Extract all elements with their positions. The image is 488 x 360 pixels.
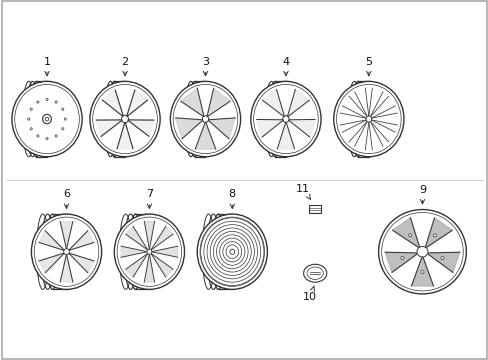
Ellipse shape — [432, 234, 435, 237]
Ellipse shape — [416, 247, 427, 257]
Ellipse shape — [42, 114, 51, 124]
Ellipse shape — [282, 116, 288, 122]
Ellipse shape — [63, 249, 69, 255]
Ellipse shape — [333, 81, 403, 157]
Ellipse shape — [114, 214, 184, 289]
Text: 1: 1 — [43, 57, 50, 76]
Polygon shape — [102, 90, 123, 116]
Text: 6: 6 — [63, 189, 70, 208]
Polygon shape — [175, 118, 202, 139]
Ellipse shape — [170, 81, 240, 157]
Polygon shape — [117, 123, 133, 149]
Ellipse shape — [420, 270, 423, 274]
Polygon shape — [152, 246, 177, 257]
Text: 10: 10 — [303, 286, 317, 302]
Ellipse shape — [90, 81, 160, 157]
Polygon shape — [69, 231, 94, 250]
Ellipse shape — [197, 214, 267, 289]
Ellipse shape — [303, 264, 326, 282]
Polygon shape — [144, 255, 154, 282]
Polygon shape — [39, 253, 64, 273]
Ellipse shape — [366, 116, 371, 122]
Polygon shape — [207, 88, 230, 117]
Ellipse shape — [147, 249, 152, 255]
Polygon shape — [392, 218, 419, 248]
Ellipse shape — [229, 249, 234, 255]
Text: 8: 8 — [228, 189, 235, 208]
Polygon shape — [151, 254, 173, 277]
Polygon shape — [181, 88, 203, 117]
Polygon shape — [287, 89, 308, 117]
Ellipse shape — [400, 257, 403, 260]
Text: 5: 5 — [365, 57, 371, 76]
Text: 11: 11 — [295, 184, 310, 199]
Polygon shape — [385, 252, 416, 273]
Text: 9: 9 — [418, 185, 425, 204]
Polygon shape — [60, 222, 73, 248]
Polygon shape — [121, 246, 146, 257]
Polygon shape — [262, 89, 284, 117]
Polygon shape — [277, 122, 294, 149]
Ellipse shape — [122, 115, 128, 123]
Polygon shape — [125, 226, 147, 250]
Ellipse shape — [202, 116, 208, 122]
Ellipse shape — [408, 234, 411, 237]
Ellipse shape — [250, 81, 321, 157]
Polygon shape — [151, 226, 173, 250]
Ellipse shape — [378, 210, 466, 294]
Ellipse shape — [31, 214, 102, 289]
Text: 2: 2 — [121, 57, 128, 76]
Polygon shape — [128, 120, 154, 136]
Polygon shape — [195, 122, 215, 149]
Polygon shape — [256, 120, 283, 137]
Polygon shape — [208, 118, 235, 139]
Polygon shape — [425, 218, 451, 248]
Bar — [308, 205, 321, 213]
Text: 7: 7 — [145, 189, 153, 208]
Polygon shape — [125, 254, 147, 277]
Polygon shape — [126, 90, 147, 116]
Polygon shape — [60, 255, 73, 282]
Polygon shape — [410, 257, 433, 286]
Text: 4: 4 — [282, 57, 289, 76]
Polygon shape — [39, 231, 64, 250]
Polygon shape — [96, 120, 122, 136]
Polygon shape — [144, 221, 154, 249]
Polygon shape — [427, 252, 459, 273]
Text: 3: 3 — [202, 57, 208, 76]
Ellipse shape — [440, 257, 443, 260]
Polygon shape — [69, 253, 94, 273]
Polygon shape — [288, 120, 314, 137]
Ellipse shape — [12, 81, 82, 157]
